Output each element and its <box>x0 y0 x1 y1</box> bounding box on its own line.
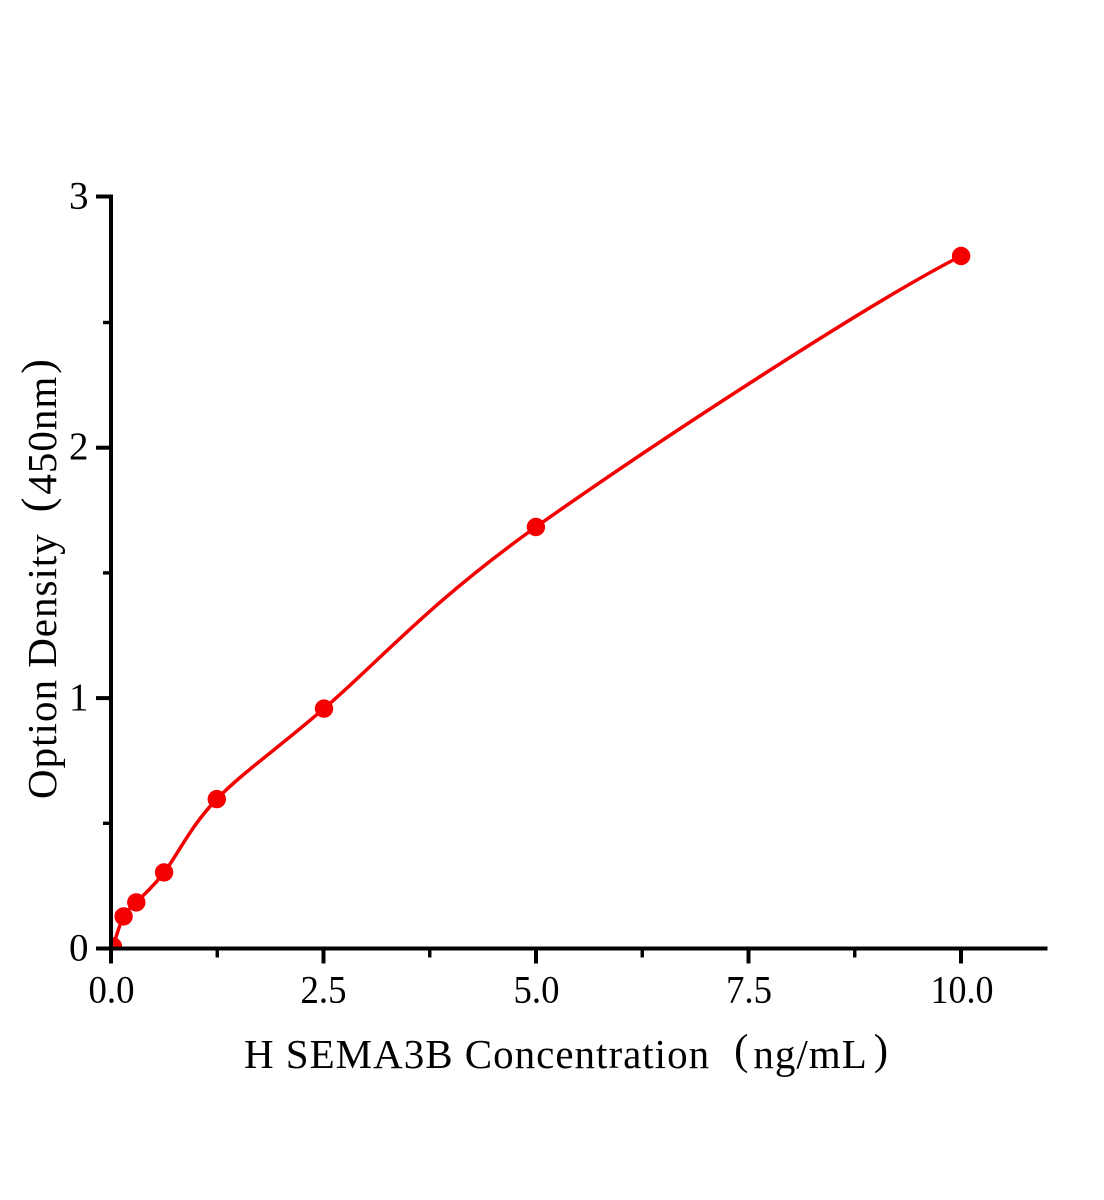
svg-text:2.5: 2.5 <box>301 969 347 1012</box>
svg-text:0: 0 <box>69 927 89 970</box>
svg-text:H SEMA3B Concentration(ng/mL): H SEMA3B Concentration (ng/mL) <box>244 1027 889 1077</box>
svg-text:Option Density(450nm): Option Density(450nm) <box>13 358 65 799</box>
svg-text:2: 2 <box>69 425 89 468</box>
svg-text:3: 3 <box>69 175 89 218</box>
svg-text:0.0: 0.0 <box>89 969 135 1012</box>
svg-text:1: 1 <box>69 676 89 719</box>
svg-text:10.0: 10.0 <box>931 969 994 1012</box>
svg-text:7.5: 7.5 <box>726 969 772 1012</box>
svg-text:5.0: 5.0 <box>514 969 560 1012</box>
